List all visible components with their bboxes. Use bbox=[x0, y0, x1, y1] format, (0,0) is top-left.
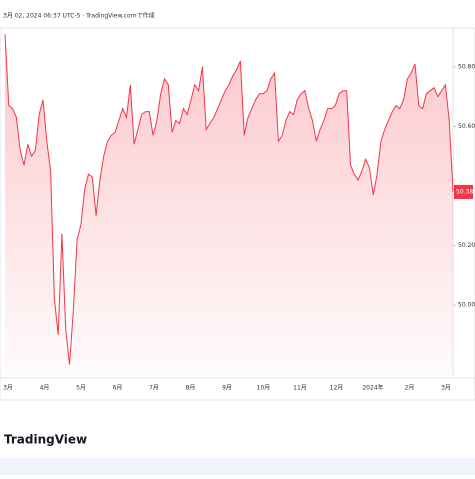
caption: 3月 02, 2024 06:37 UTC-5 · TradingView.co… bbox=[3, 12, 155, 20]
x-tick-label: 8月 bbox=[186, 385, 196, 392]
x-tick-label: 6月 bbox=[113, 385, 123, 392]
x-tick-label: 3月 bbox=[441, 385, 451, 392]
logo: TradingView bbox=[4, 433, 87, 447]
y-tick-label: 50.60 bbox=[458, 123, 475, 130]
x-tick-label: 5月 bbox=[76, 385, 86, 392]
area-fill bbox=[5, 34, 453, 375]
x-tick-label: 4月 bbox=[40, 385, 50, 392]
x-tick-label: 11月 bbox=[293, 385, 307, 392]
current-price-label: 50.38 bbox=[456, 188, 473, 195]
current-price-box bbox=[454, 184, 473, 199]
y-tick-label: 50.20 bbox=[458, 242, 475, 249]
x-tick-label: 9月 bbox=[222, 385, 232, 392]
footer-bar bbox=[0, 458, 475, 475]
y-tick-label: 50.80 bbox=[458, 63, 475, 70]
x-tick-label: 12月 bbox=[330, 385, 344, 392]
x-tick-label: 7月 bbox=[149, 385, 159, 392]
x-tick-label: 3月 bbox=[3, 385, 13, 392]
x-tick-label: 10月 bbox=[257, 385, 271, 392]
price-line bbox=[4, 34, 454, 365]
y-tick-label: 50.00 bbox=[458, 302, 475, 309]
x-tick-label: 2024年 bbox=[362, 384, 383, 392]
x-tick-label: 2月 bbox=[405, 385, 415, 392]
